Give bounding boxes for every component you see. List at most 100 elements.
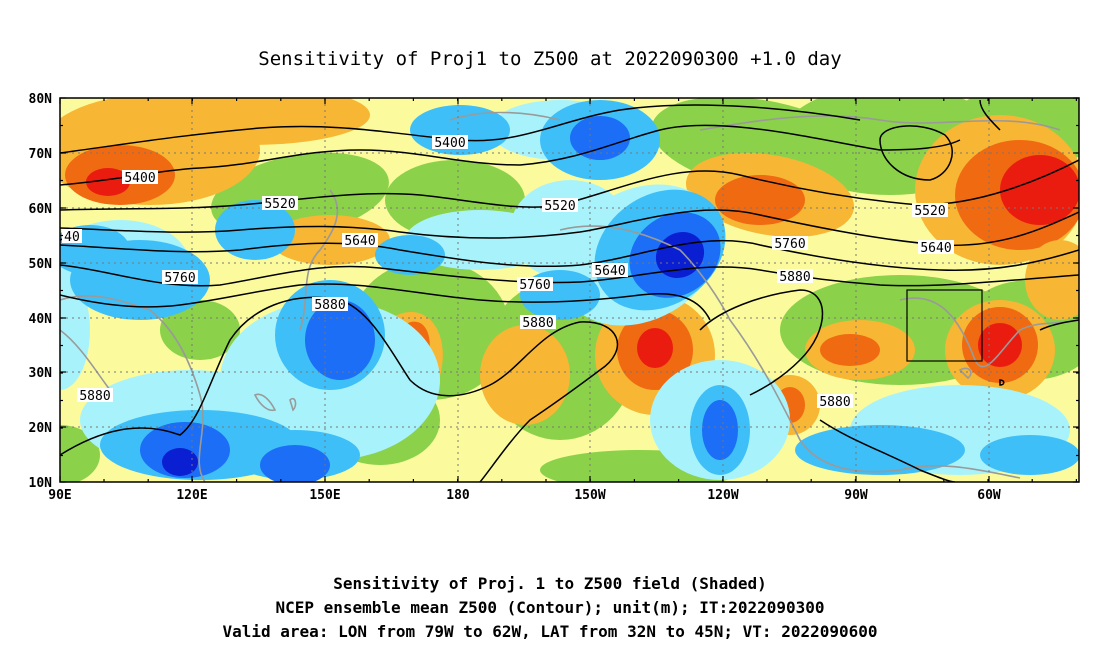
coastlines <box>60 111 1079 482</box>
contour-label: 5880 <box>314 298 345 313</box>
shading-patch <box>1025 240 1079 320</box>
contour-line <box>819 419 956 482</box>
lat-tick-label: 80N <box>29 92 53 107</box>
contour-label: 5880 <box>79 389 110 404</box>
shading-patch <box>260 445 330 482</box>
lon-tick-label: 150E <box>309 488 340 503</box>
lat-tick-label: 10N <box>29 476 53 491</box>
caption-line-3: Valid area: LON from 79W to 62W, LAT fro… <box>222 622 878 641</box>
contour-line <box>60 124 961 186</box>
contour-line <box>979 99 1001 131</box>
contour-label: 5640 <box>594 264 625 279</box>
contour-label: 5760 <box>519 278 550 293</box>
lat-tick-label: 30N <box>29 366 53 381</box>
shading-patch <box>215 200 295 260</box>
lon-tick-label: 60W <box>977 488 1001 503</box>
contour-label-bg <box>312 297 348 311</box>
contour-label-bg <box>772 236 808 250</box>
axis-tick-labels: 90E 120E 150E 180 150W 120W 90W 60W 80N 70N 60N 50N… <box>29 92 1001 503</box>
contour-line <box>999 379 1005 386</box>
caption-line-1: Sensitivity of Proj. 1 to Z500 field (Sh… <box>333 574 767 593</box>
shading-patch <box>375 235 445 275</box>
contour-line <box>1039 319 1079 331</box>
lon-tick-label: 180 <box>446 488 470 503</box>
lat-tick-label: 60N <box>29 202 53 217</box>
contour-line <box>879 125 953 181</box>
contour-label: 5640 <box>344 234 375 249</box>
contour-label: 5400 <box>434 136 465 151</box>
contour-label-bg <box>342 233 378 247</box>
shading-patch <box>480 325 570 425</box>
shading-patch <box>162 448 198 476</box>
contour-line <box>60 283 711 321</box>
shading-patch <box>980 435 1079 475</box>
lon-tick-label: 120W <box>707 488 738 503</box>
contour-label: 40 <box>64 230 80 245</box>
contour-label-bg <box>162 270 198 284</box>
contour-line <box>60 239 1079 272</box>
lat-tick-label: 20N <box>29 421 53 436</box>
lon-tick-label: 120E <box>176 488 207 503</box>
contour-label: 5400 <box>124 171 155 186</box>
contour-label-bg <box>777 269 813 283</box>
contour-label: 5760 <box>164 271 195 286</box>
coastline-segment <box>699 115 1061 131</box>
contour-label-bg <box>817 394 853 408</box>
shading-patch <box>820 334 880 366</box>
shading-patch <box>978 323 1022 367</box>
contour-label-bg <box>517 277 553 291</box>
contour-label: 5880 <box>779 270 810 285</box>
lon-tick-label: 90E <box>48 488 71 503</box>
shading-patch <box>130 98 370 145</box>
contour-line <box>60 264 1079 287</box>
lon-tick-label: 90W <box>844 488 868 503</box>
contour-label-bg <box>62 229 82 243</box>
axis-ticks <box>59 97 1079 483</box>
caption-line-2: NCEP ensemble mean Z500 (Contour); unit(… <box>275 598 825 617</box>
contour-label: 5640 <box>920 241 951 256</box>
contour-label-bg <box>262 196 298 210</box>
contour-label-bg <box>77 388 113 402</box>
lat-tick-label: 70N <box>29 147 53 162</box>
contour-label-bg <box>520 315 556 329</box>
contour-label: 5520 <box>914 204 945 219</box>
contour-label-bg <box>592 263 628 277</box>
map-title: Sensitivity of Proj1 to Z500 at 20220903… <box>258 48 842 70</box>
contour-label: 5760 <box>774 237 805 252</box>
contour-label: 5520 <box>544 199 575 214</box>
shading-patch <box>637 328 673 368</box>
shading-patch <box>715 175 805 225</box>
contour-label-bg <box>918 240 954 254</box>
contour-label-bg <box>432 135 468 149</box>
coastline-segment <box>60 329 111 391</box>
contour-label: 5880 <box>819 395 850 410</box>
coastline-segment <box>899 297 1079 368</box>
coastline-segment <box>559 225 901 473</box>
lat-lon-grid <box>60 98 1079 482</box>
contour-line <box>699 289 824 396</box>
contour-labels: 5400 5400 5520 5520 5520 5640 5640 5640 5760 5760… <box>62 135 954 410</box>
lat-tick-label: 50N <box>29 257 53 272</box>
contour-label-bg <box>542 198 578 212</box>
contour-line <box>60 296 619 482</box>
shading-patch <box>702 400 738 460</box>
shading-patch <box>86 168 130 196</box>
coastline-segment <box>253 393 277 412</box>
coastline-segment <box>60 295 206 482</box>
lat-tick-label: 40N <box>29 312 53 327</box>
lon-tick-label: 150W <box>574 488 605 503</box>
shading-patch <box>1000 155 1079 225</box>
contour-label-bg <box>912 203 948 217</box>
contour-label: 5520 <box>264 197 295 212</box>
contour-label-bg <box>122 170 158 184</box>
shading-patch <box>795 425 965 475</box>
shading-patch <box>570 116 630 160</box>
coastline-segment <box>299 189 339 331</box>
valid-area-box <box>906 289 983 362</box>
coastline-segment <box>958 367 972 380</box>
coastline-segment <box>449 111 561 121</box>
coastline-segment <box>289 397 297 412</box>
contour-label: 5880 <box>522 316 553 331</box>
shading-patch <box>305 300 375 380</box>
